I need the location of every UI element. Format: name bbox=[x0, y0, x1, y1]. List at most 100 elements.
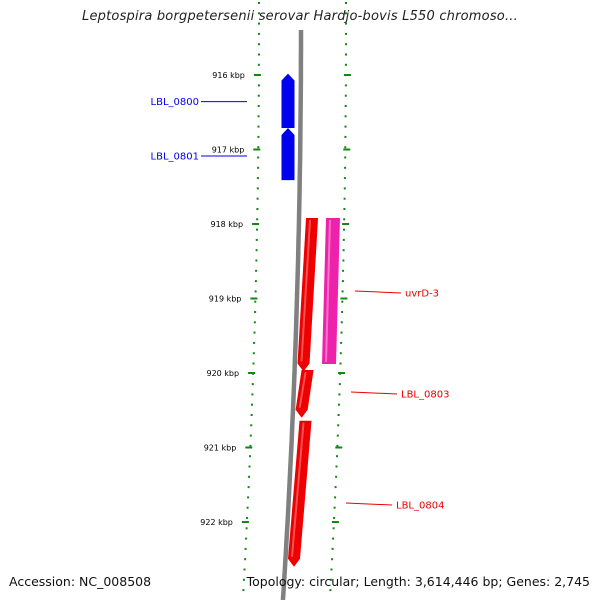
outer-minor-tick bbox=[343, 208, 346, 210]
minor-tick bbox=[247, 496, 250, 499]
outer-minor-tick bbox=[345, 22, 347, 25]
outer-minor-tick bbox=[329, 589, 332, 592]
outer-minor-tick bbox=[336, 444, 339, 447]
minor-tick bbox=[258, 32, 260, 35]
gene-label[interactable]: LBL_0801 bbox=[151, 151, 199, 162]
outer-minor-tick bbox=[343, 228, 345, 231]
outer-minor-tick bbox=[340, 321, 343, 324]
outer-minor-tick bbox=[344, 146, 347, 149]
major-tick bbox=[253, 148, 261, 151]
outer-minor-tick bbox=[344, 166, 347, 169]
gene-label-leader bbox=[350, 391, 398, 395]
gene-label[interactable]: LBL_0800 bbox=[151, 97, 199, 108]
minor-tick bbox=[257, 115, 260, 118]
gene-label[interactable]: LBL_0803 bbox=[401, 390, 449, 401]
outer-minor-tick bbox=[344, 84, 347, 87]
tick-label: 916 kbp bbox=[212, 71, 245, 80]
outer-minor-tick bbox=[341, 311, 344, 313]
rna-feature-highlight bbox=[325, 220, 331, 363]
minor-tick bbox=[257, 105, 260, 107]
outer-minor-tick bbox=[331, 547, 334, 550]
minor-tick bbox=[244, 558, 247, 561]
outer-minor-tick bbox=[332, 527, 335, 530]
gene-features[interactable] bbox=[281, 73, 341, 567]
minor-tick bbox=[246, 506, 249, 509]
outer-minor-tick bbox=[334, 486, 337, 489]
minor-tick bbox=[249, 455, 251, 458]
rna-feature[interactable] bbox=[322, 218, 340, 365]
minor-tick bbox=[258, 53, 260, 56]
outer-minor-tick bbox=[341, 300, 344, 303]
minor-tick bbox=[248, 465, 251, 468]
outer-minor-tick bbox=[344, 94, 347, 97]
minor-tick bbox=[254, 300, 257, 303]
minor-tick bbox=[248, 475, 251, 478]
minor-tick bbox=[252, 352, 255, 355]
genome-backbone bbox=[280, 30, 304, 600]
outer-minor-tick bbox=[345, 43, 347, 46]
outer-minor-tick bbox=[342, 269, 345, 272]
outer-minor-tick bbox=[344, 156, 347, 159]
outer-minor-tick bbox=[342, 238, 345, 241]
major-tick bbox=[250, 297, 258, 300]
minor-tick bbox=[242, 578, 245, 581]
minor-tick bbox=[257, 84, 260, 87]
minor-tick bbox=[250, 424, 253, 427]
minor-tick bbox=[257, 146, 260, 149]
outer-minor-tick bbox=[343, 218, 346, 221]
gene-label[interactable]: LBL_0804 bbox=[396, 501, 444, 512]
minor-tick bbox=[256, 187, 259, 190]
outer-minor-tick bbox=[345, 53, 347, 56]
outer-major-tick bbox=[340, 297, 348, 300]
outer-minor-tick bbox=[345, 2, 347, 4]
minor-tick bbox=[256, 177, 259, 180]
outer-minor-tick bbox=[345, 12, 347, 15]
gene-arrow[interactable] bbox=[281, 127, 295, 181]
gene-arrow-highlight bbox=[298, 372, 307, 408]
outer-minor-tick bbox=[335, 465, 338, 468]
minor-tick bbox=[251, 403, 253, 406]
tick-label: 922 kbp bbox=[200, 518, 233, 527]
outer-major-tick bbox=[335, 446, 343, 449]
kbp-ruler: 916 kbp 917 kbp 918 kbp 919 kbp 920 kbp 921 k… bbox=[200, 2, 261, 592]
outer-major-tick bbox=[342, 223, 350, 225]
outer-minor-tick bbox=[338, 393, 341, 396]
minor-tick bbox=[255, 238, 258, 241]
major-tick bbox=[253, 74, 261, 76]
minor-tick bbox=[242, 589, 245, 592]
tick-label: 918 kbp bbox=[210, 220, 243, 229]
gene-label[interactable]: uvrD-3 bbox=[405, 289, 439, 300]
minor-tick bbox=[254, 311, 257, 313]
outer-minor-tick bbox=[344, 105, 347, 107]
outer-minor-tick bbox=[342, 259, 345, 262]
outer-major-tick bbox=[343, 74, 351, 76]
outer-minor-tick bbox=[332, 537, 335, 540]
minor-tick bbox=[256, 197, 259, 200]
outer-minor-tick bbox=[340, 331, 343, 334]
minor-tick bbox=[256, 218, 259, 221]
minor-tick bbox=[254, 290, 257, 293]
outer-minor-tick bbox=[343, 187, 346, 190]
outer-tick-ruler bbox=[329, 2, 351, 592]
minor-tick bbox=[253, 341, 256, 344]
gene-arrow[interactable] bbox=[281, 73, 295, 128]
tick-label: 920 kbp bbox=[206, 369, 239, 378]
gene-labels[interactable]: LBL_0800 LBL_0801 uvrD-3 LBL_0803 LBL_0804 bbox=[151, 97, 450, 511]
outer-minor-tick bbox=[344, 115, 347, 118]
outer-minor-tick bbox=[333, 517, 336, 519]
gene-arrow-highlight bbox=[300, 220, 312, 362]
minor-tick bbox=[257, 166, 260, 169]
minor-tick bbox=[252, 362, 255, 365]
minor-tick bbox=[250, 414, 253, 416]
gene-arrow-highlight bbox=[290, 422, 305, 557]
minor-tick bbox=[255, 249, 258, 252]
minor-tick bbox=[256, 208, 259, 210]
map-title: Leptospira borgpetersenii serovar Hardjo… bbox=[82, 9, 518, 24]
minor-tick bbox=[245, 527, 248, 530]
outer-minor-tick bbox=[337, 424, 340, 427]
minor-tick bbox=[258, 12, 260, 15]
minor-tick bbox=[257, 94, 260, 97]
outer-minor-tick bbox=[341, 290, 344, 293]
outer-major-tick bbox=[338, 372, 346, 374]
